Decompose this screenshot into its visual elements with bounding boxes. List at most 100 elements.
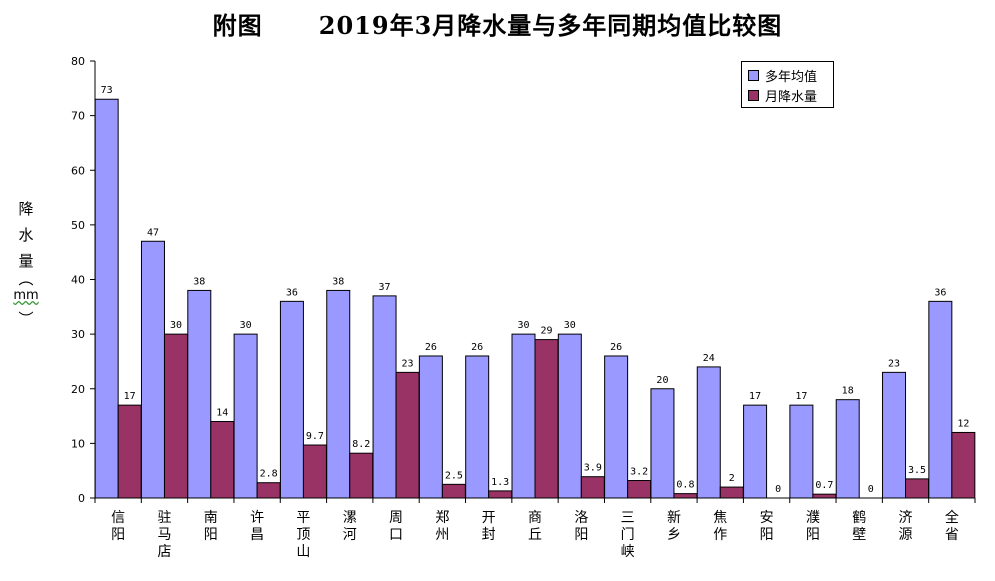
- data-label-monthly: 9.7: [306, 431, 324, 442]
- x-tick-label: 三: [621, 510, 635, 526]
- x-tick-label: 阳: [760, 527, 774, 543]
- data-label-monthly: 3.2: [630, 467, 648, 478]
- data-label-monthly: 23: [402, 358, 414, 369]
- data-label-monthly: 2.5: [445, 470, 463, 481]
- bar-monthly: [905, 478, 930, 499]
- x-tick-label: 山: [296, 544, 310, 560]
- x-tick-label: 信: [111, 510, 125, 526]
- data-label-monthly: 30: [170, 320, 182, 331]
- legend-label-average: 多年均值: [765, 69, 818, 85]
- data-label-average: 17: [795, 391, 807, 402]
- legend-item-monthly: 月降水量: [748, 86, 818, 105]
- x-tick-label: 马: [157, 527, 171, 543]
- data-label-monthly: 0: [775, 484, 781, 495]
- bar-monthly: [163, 333, 188, 499]
- x-tick-label: 省: [945, 527, 959, 543]
- y-tick-label: 80: [71, 55, 85, 68]
- y-axis-title-char: ︶: [18, 310, 34, 328]
- bar-monthly: [534, 339, 559, 499]
- bar-average: [418, 355, 443, 499]
- x-tick-label: 平: [296, 510, 310, 526]
- bar-average: [650, 388, 675, 499]
- x-tick-label: 焦: [713, 510, 727, 526]
- bar-monthly: [210, 421, 235, 499]
- legend-item-average: 多年均值: [748, 66, 818, 85]
- bar-monthly: [395, 371, 420, 499]
- y-tick-label: 10: [71, 437, 85, 450]
- bar-average: [743, 404, 768, 499]
- bar-average: [326, 289, 351, 499]
- y-tick-label: 70: [71, 110, 85, 123]
- x-tick-label: 许: [250, 510, 264, 526]
- x-tick-label: 丘: [528, 527, 542, 543]
- bar-monthly: [441, 483, 466, 499]
- data-label-monthly: 0.7: [815, 480, 833, 491]
- x-tick-label: 阳: [574, 527, 588, 543]
- data-label-average: 26: [610, 342, 622, 353]
- x-tick-label: 济: [899, 510, 913, 526]
- legend-label-monthly: 月降水量: [765, 89, 818, 105]
- data-label-average: 37: [379, 282, 391, 293]
- data-label-average: 23: [888, 358, 900, 369]
- y-tick-label: 60: [71, 164, 85, 177]
- bar-average: [187, 289, 212, 499]
- x-tick-label: 门: [621, 527, 635, 543]
- data-label-monthly: 2: [729, 473, 735, 484]
- legend-swatch-monthly: [748, 89, 759, 101]
- y-tick-label: 0: [78, 492, 85, 505]
- x-tick-label: 全: [945, 509, 959, 526]
- data-label-monthly: 17: [124, 391, 136, 402]
- bar-monthly: [488, 490, 513, 499]
- y-tick-label: 20: [71, 383, 85, 396]
- data-label-average: 38: [332, 276, 344, 287]
- x-tick-label: 商: [528, 510, 542, 526]
- x-tick-label: 封: [482, 527, 496, 543]
- data-label-monthly: 12: [957, 418, 969, 429]
- data-label-average: 24: [703, 353, 715, 364]
- bar-average: [372, 295, 397, 499]
- x-tick-label: 南: [204, 510, 218, 526]
- data-label-average: 20: [656, 375, 668, 386]
- data-label-average: 47: [147, 227, 159, 238]
- bar-average: [94, 98, 119, 499]
- x-tick-label: 周: [389, 510, 403, 526]
- data-label-monthly: 2.8: [260, 469, 278, 480]
- bar-monthly: [580, 476, 605, 499]
- x-tick-label: 濮: [806, 510, 820, 526]
- chart-title: 附图 2019年3月降水量与多年同期均值比较图: [212, 11, 783, 40]
- x-tick-label: 郑: [435, 510, 449, 526]
- data-label-monthly: 14: [216, 408, 228, 419]
- data-label-average: 30: [240, 320, 252, 331]
- bar-monthly: [951, 431, 976, 499]
- bar-average: [233, 333, 258, 499]
- data-label-average: 30: [564, 320, 576, 331]
- x-tick-label: 阳: [806, 527, 820, 543]
- bar-average: [835, 399, 860, 499]
- x-tick-label: 源: [899, 527, 913, 543]
- x-tick-label: 峡: [621, 544, 635, 560]
- x-tick-label: 作: [713, 527, 727, 543]
- data-label-monthly: 0: [868, 484, 874, 495]
- x-tick-label: 河: [343, 527, 357, 543]
- bar-average: [279, 300, 304, 499]
- legend-swatch-average: [748, 69, 759, 81]
- bar-average: [511, 333, 536, 499]
- x-tick-label: 壁: [852, 527, 866, 543]
- x-tick-label: 开: [482, 510, 496, 526]
- data-label-average: 73: [101, 85, 113, 96]
- y-tick-label: 30: [71, 328, 85, 341]
- x-tick-label: 昌: [250, 527, 264, 543]
- data-label-average: 38: [193, 276, 205, 287]
- bar-monthly: [349, 452, 374, 499]
- y-axis-title-char: ︵: [18, 270, 34, 288]
- x-tick-label: 洛: [574, 510, 588, 526]
- bar-average: [557, 333, 582, 499]
- bar-average: [882, 371, 907, 499]
- y-axis-title-char: 量: [18, 252, 34, 270]
- bar-monthly: [117, 404, 142, 499]
- x-tick-label: 鹤: [852, 510, 866, 526]
- bar-monthly: [812, 493, 837, 499]
- data-label-monthly: 0.8: [676, 480, 694, 491]
- y-axis-title-char: 降: [18, 200, 34, 218]
- bar-average: [604, 355, 629, 499]
